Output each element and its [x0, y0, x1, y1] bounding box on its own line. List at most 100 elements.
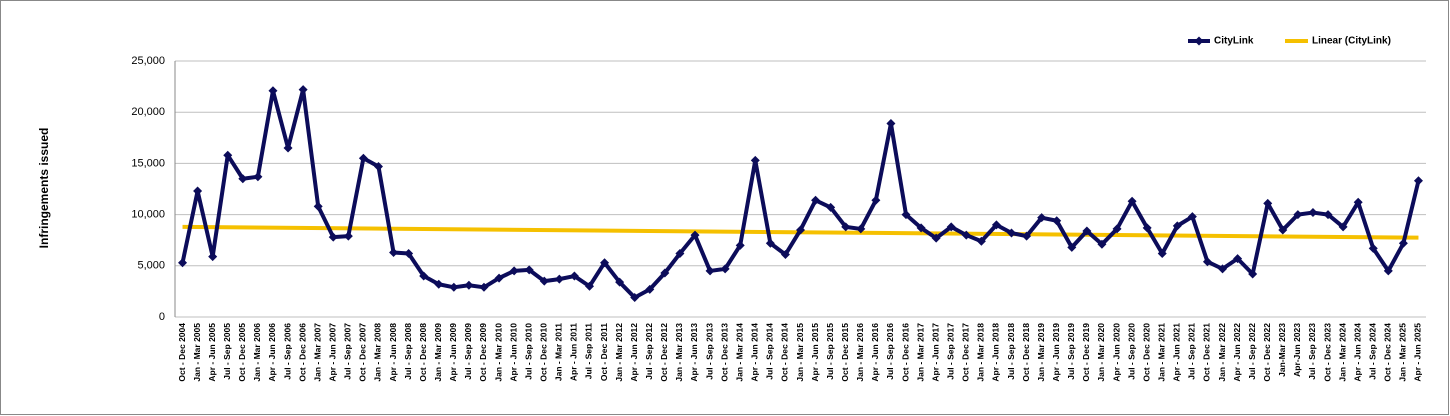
- data-point: [193, 186, 203, 196]
- x-tick-label: Oct - Dec 2016: [900, 323, 910, 382]
- x-tick-label: Oct - Dec 2012: [659, 323, 669, 382]
- x-tick-label: Jan - Mar 2005: [192, 323, 202, 382]
- data-point: [871, 195, 881, 205]
- x-tick-label: Oct - Dec 2013: [719, 323, 729, 382]
- y-tick-label: 15,000: [131, 157, 165, 169]
- data-point: [1413, 176, 1423, 186]
- x-tick-label: Oct - Dec 2008: [418, 323, 428, 382]
- data-point: [343, 231, 353, 241]
- x-tick-label: Jan - Mar 2013: [674, 323, 684, 382]
- data-point: [961, 230, 971, 240]
- x-tick-label: Jul - Sep 2014: [765, 323, 775, 380]
- data-point: [720, 264, 730, 274]
- data-point: [569, 271, 579, 281]
- x-tick-label: Apr - Jun 2010: [508, 323, 518, 382]
- x-tick-label: Oct - Dec 2006: [297, 323, 307, 382]
- x-tick-label: Apr - Jun 2018: [991, 323, 1001, 382]
- x-tick-label: Apr - Jun 2015: [810, 323, 820, 382]
- data-point: [931, 233, 941, 243]
- x-tick-label: Apr-Jun 2023: [1292, 323, 1302, 377]
- data-point: [690, 230, 700, 240]
- x-tick-label: Oct - Dec 2011: [599, 323, 609, 381]
- x-tick-label: Jul - Sep 2017: [945, 323, 955, 380]
- data-point: [313, 201, 323, 211]
- x-tick-label: Oct - Dec 2019: [1081, 323, 1091, 382]
- x-tick-label: Apr - Jun 2020: [1111, 323, 1121, 382]
- x-tick-label: Jul - Sep 2012: [644, 323, 654, 380]
- data-point: [645, 284, 655, 294]
- x-tick-label: Jul - Sep 2022: [1247, 323, 1257, 380]
- x-tick-label: Jan - Mar 2024: [1337, 323, 1347, 382]
- x-tick-label: Oct - Dec 2017: [961, 323, 971, 382]
- data-point: [796, 225, 805, 235]
- data-point: [1218, 264, 1228, 274]
- x-tick-label: Jan - Mar 2007: [312, 323, 322, 382]
- data-point: [615, 277, 625, 287]
- data-point: [253, 172, 263, 182]
- x-tick-label: Apr - Jun 2022: [1232, 323, 1242, 382]
- x-tick-label: Apr - Jun 2019: [1051, 323, 1061, 382]
- data-point: [1233, 254, 1243, 264]
- data-point: [178, 258, 188, 268]
- x-tick-label: Apr - Jun 2016: [870, 323, 880, 382]
- data-point: [1112, 224, 1122, 234]
- x-tick-label: Apr - Jun 2017: [930, 323, 940, 382]
- x-tick-label: Jul - Sep 2009: [463, 323, 473, 380]
- data-point: [675, 249, 685, 259]
- data-point: [991, 220, 1001, 230]
- data-point: [1082, 226, 1092, 236]
- data-point: [750, 155, 760, 165]
- y-tick-label: 0: [159, 311, 165, 323]
- x-tick-label: Jul - Sep 2010: [523, 323, 533, 380]
- x-tick-label: Jul - Sep 2020: [1126, 323, 1136, 380]
- data-point: [1338, 222, 1348, 232]
- data-point: [1172, 221, 1182, 231]
- legend-label: CityLink: [1214, 36, 1254, 47]
- data-point: [705, 266, 715, 276]
- x-tick-label: Jan - Mar 2022: [1217, 323, 1227, 382]
- x-tick-label: Jul - Sep 2019: [1066, 323, 1076, 380]
- data-point: [660, 268, 670, 278]
- x-tick-label: Oct - Dec 2009: [478, 323, 488, 382]
- data-point: [765, 238, 775, 248]
- data-point: [1398, 238, 1408, 248]
- x-tick-label: Jan - Mar 2017: [915, 323, 925, 382]
- data-point: [630, 293, 640, 303]
- data-point: [780, 250, 790, 260]
- x-tick-label: Apr - Jun 2014: [750, 323, 760, 382]
- data-point: [1052, 216, 1062, 226]
- x-tick-label: Apr - Jun 2006: [267, 323, 277, 382]
- data-point: [1368, 243, 1378, 253]
- x-tick-label: Apr - Jun 2013: [689, 323, 699, 382]
- data-point: [976, 236, 986, 246]
- data-point: [389, 247, 399, 257]
- data-point: [358, 153, 368, 163]
- y-axis-label: Infringements issued: [37, 128, 51, 249]
- data-point: [886, 118, 896, 128]
- data-point: [1202, 257, 1212, 267]
- data-point: [1323, 210, 1333, 220]
- legend-label: Linear (CityLink): [1312, 36, 1391, 47]
- x-tick-label: Jul - Sep 2007: [343, 323, 353, 380]
- data-point: [1308, 208, 1318, 218]
- x-tick-label: Jul - Sep 2015: [825, 323, 835, 380]
- data-point: [1037, 213, 1047, 223]
- data-point: [1142, 223, 1152, 233]
- x-tick-label: Jul - Sep 2011: [584, 323, 594, 379]
- data-point: [1157, 249, 1167, 259]
- data-point: [554, 274, 564, 284]
- data-point: [1097, 239, 1107, 249]
- x-tick-label: Oct - Dec 2005: [237, 323, 247, 382]
- y-tick-label: 5,000: [137, 260, 165, 272]
- data-point: [404, 249, 414, 259]
- x-tick-label: Jan - Mar 2025: [1398, 323, 1408, 382]
- data-point: [449, 282, 459, 292]
- x-tick-label: Jan-Mar 2023: [1277, 323, 1287, 377]
- data-point: [373, 161, 383, 171]
- data-point: [811, 195, 821, 205]
- x-tick-label: Jan - Mar 2011: [554, 323, 564, 381]
- x-tick-label: Apr - Jun 2024: [1352, 323, 1362, 382]
- x-tick-label: Apr - Jun 2009: [448, 323, 458, 382]
- data-point: [479, 282, 489, 292]
